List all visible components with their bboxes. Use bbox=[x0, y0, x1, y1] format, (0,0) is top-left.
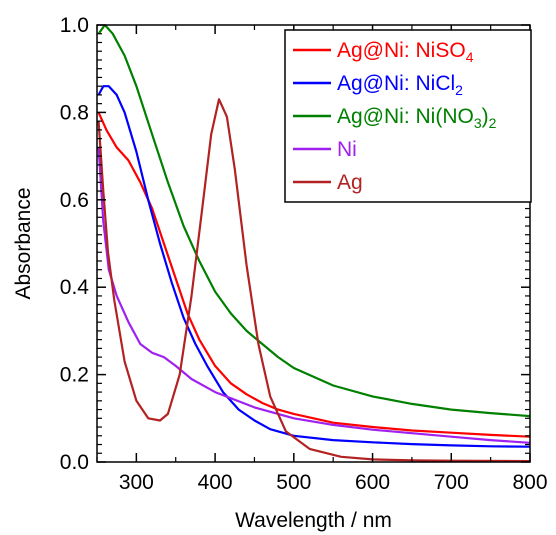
legend-label: Ag@Ni: NiSO4 bbox=[337, 39, 474, 65]
x-tick-label: 400 bbox=[198, 471, 233, 494]
legend-label: Ni bbox=[337, 138, 357, 161]
series-line-3 bbox=[97, 25, 530, 418]
legend-label: Ag bbox=[337, 171, 363, 194]
y-tick-label: 0.4 bbox=[60, 276, 90, 299]
y-tick-label: 0.2 bbox=[60, 364, 89, 387]
series-line-4 bbox=[97, 147, 530, 444]
y-tick-label: 0.8 bbox=[60, 101, 89, 124]
y-axis-title: Absorbance bbox=[12, 187, 35, 299]
legend: Ag@Ni: NiSO4 Ag@Ni: NiCl2 Ag@Ni: Ni(NO3)2 N… bbox=[284, 29, 532, 203]
y-tick-label: 0.0 bbox=[60, 451, 89, 474]
x-tick-label: 300 bbox=[119, 471, 154, 494]
series-line-5 bbox=[97, 98, 530, 462]
x-tick-label: 700 bbox=[434, 471, 469, 494]
x-tick-label: 500 bbox=[276, 471, 311, 494]
series-line-1 bbox=[97, 111, 530, 438]
legend-label: Ag@Ni: NiCl2 bbox=[337, 72, 463, 98]
x-tick-label: 600 bbox=[355, 471, 390, 494]
x-axis-title: Wavelength / nm bbox=[235, 509, 392, 532]
series-layer bbox=[97, 25, 530, 462]
series-line-2 bbox=[97, 85, 530, 448]
y-tick-label: 0.6 bbox=[60, 189, 89, 212]
x-tick-label: 800 bbox=[512, 471, 547, 494]
legend-label: Ag@Ni: Ni(NO3)2 bbox=[337, 105, 497, 131]
y-tick-label: 1.0 bbox=[60, 14, 89, 37]
